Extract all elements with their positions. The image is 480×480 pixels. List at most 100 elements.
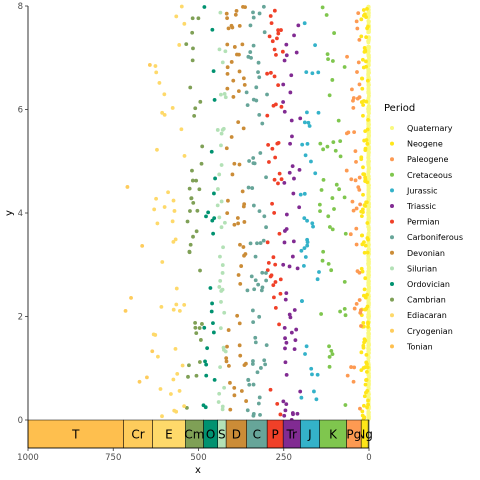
data-point-triassic	[294, 327, 299, 332]
data-point-silurian	[218, 10, 223, 15]
data-point-carboniferous	[256, 60, 261, 65]
data-point-quaternary	[366, 149, 371, 154]
data-point-quaternary	[366, 159, 371, 164]
data-point-devonian	[237, 69, 242, 74]
data-point-silurian	[216, 400, 221, 404]
data-point-carboniferous	[251, 359, 255, 363]
data-point-permian	[272, 211, 277, 215]
data-point-devonian	[225, 86, 230, 91]
x-tick-label: 750	[105, 453, 121, 463]
data-point-devonian	[242, 253, 246, 258]
data-point-jurassic	[315, 277, 320, 282]
data-point-triassic	[298, 389, 303, 394]
data-point-jurassic	[303, 153, 308, 158]
data-point-permian	[278, 277, 283, 282]
data-point-ediacaran	[180, 363, 185, 368]
data-point-cambrian	[197, 187, 202, 192]
data-point-cambrian	[197, 326, 202, 330]
data-point-ediacaran	[151, 332, 156, 337]
data-point-devonian	[242, 220, 247, 224]
data-point-carboniferous	[257, 314, 262, 319]
data-point-ediacaran	[175, 372, 180, 376]
data-point-cryogenian	[137, 379, 142, 384]
legend-label-silurian: Silurian	[407, 264, 437, 273]
data-point-devonian	[242, 202, 247, 207]
timescale-label-tonian: T	[71, 428, 80, 442]
data-point-paleogene	[357, 298, 362, 302]
data-point-paleogene	[354, 301, 359, 306]
data-point-jurassic	[304, 70, 309, 74]
data-point-devonian	[226, 198, 230, 203]
data-point-ediacaran	[158, 387, 163, 391]
data-point-devonian	[241, 126, 246, 131]
data-point-triassic	[283, 360, 288, 365]
legend-items: Quaternary Neogene Paleogene Cretaceous Jura…	[390, 124, 463, 351]
data-point-cryogenian	[140, 243, 145, 248]
data-point-triassic	[282, 413, 287, 418]
data-point-triassic	[288, 315, 293, 320]
data-point-quaternary	[366, 153, 371, 158]
data-point-devonian	[228, 380, 232, 385]
data-point-carboniferous	[246, 185, 251, 190]
data-point-carboniferous	[257, 11, 262, 16]
data-point-paleogene	[357, 175, 362, 180]
data-point-cryogenian	[150, 349, 155, 354]
data-point-ediacaran	[182, 302, 187, 307]
data-point-permian	[265, 268, 270, 272]
data-point-silurian	[219, 199, 224, 204]
data-point-silurian	[215, 203, 220, 208]
data-point-jurassic	[307, 124, 312, 128]
data-point-devonian	[233, 12, 238, 17]
data-point-cambrian	[187, 186, 192, 191]
data-point-triassic	[293, 338, 298, 343]
data-point-cambrian	[195, 208, 200, 213]
data-point-cretaceous	[324, 13, 329, 17]
data-point-paleogene	[356, 60, 361, 65]
data-point-carboniferous	[260, 285, 265, 290]
data-point-neogene	[363, 276, 368, 281]
data-point-quaternary	[366, 243, 371, 248]
data-point-devonian	[241, 245, 246, 249]
data-point-permian	[269, 70, 273, 75]
data-point-silurian	[220, 404, 225, 409]
data-point-cambrian	[200, 144, 205, 149]
data-point-cretaceous	[343, 313, 348, 318]
data-point-neogene	[365, 180, 370, 185]
data-point-neogene	[361, 366, 366, 370]
data-point-ordovician	[202, 5, 207, 9]
data-point-ordovician	[204, 373, 209, 378]
data-point-jurassic	[298, 192, 303, 197]
data-point-quaternary	[366, 170, 371, 174]
data-point-silurian	[223, 95, 228, 100]
timescale-label-ediacaran: E	[165, 428, 173, 442]
data-point-neogene	[361, 192, 365, 197]
data-point-jurassic	[305, 142, 310, 146]
legend-label-devonian: Devonian	[407, 249, 445, 258]
data-point-neogene	[364, 352, 369, 357]
legend-key-cambrian	[390, 297, 394, 302]
data-point-paleogene	[344, 168, 349, 173]
data-point-cambrian	[185, 219, 190, 224]
data-point-permian	[276, 28, 281, 33]
data-point-devonian	[241, 4, 245, 9]
y-tick-label: 8	[18, 2, 23, 12]
data-point-carboniferous	[252, 287, 257, 292]
data-point-carboniferous	[262, 30, 267, 35]
data-point-ordovician	[210, 27, 215, 32]
data-point-triassic	[298, 116, 303, 121]
data-point-cretaceous	[318, 141, 323, 146]
data-point-neogene	[365, 236, 370, 240]
data-point-triassic	[288, 141, 292, 146]
data-point-paleogene	[352, 365, 357, 370]
data-point-paleogene	[349, 365, 353, 369]
data-point-paleogene	[352, 130, 357, 135]
data-point-neogene	[363, 382, 368, 387]
data-point-triassic	[297, 167, 302, 172]
data-point-permian	[279, 177, 284, 182]
data-point-devonian	[244, 399, 249, 403]
data-point-permian	[269, 21, 274, 26]
data-point-jurassic	[302, 120, 307, 125]
data-point-quaternary	[366, 67, 371, 71]
data-point-cretaceous	[338, 139, 343, 144]
